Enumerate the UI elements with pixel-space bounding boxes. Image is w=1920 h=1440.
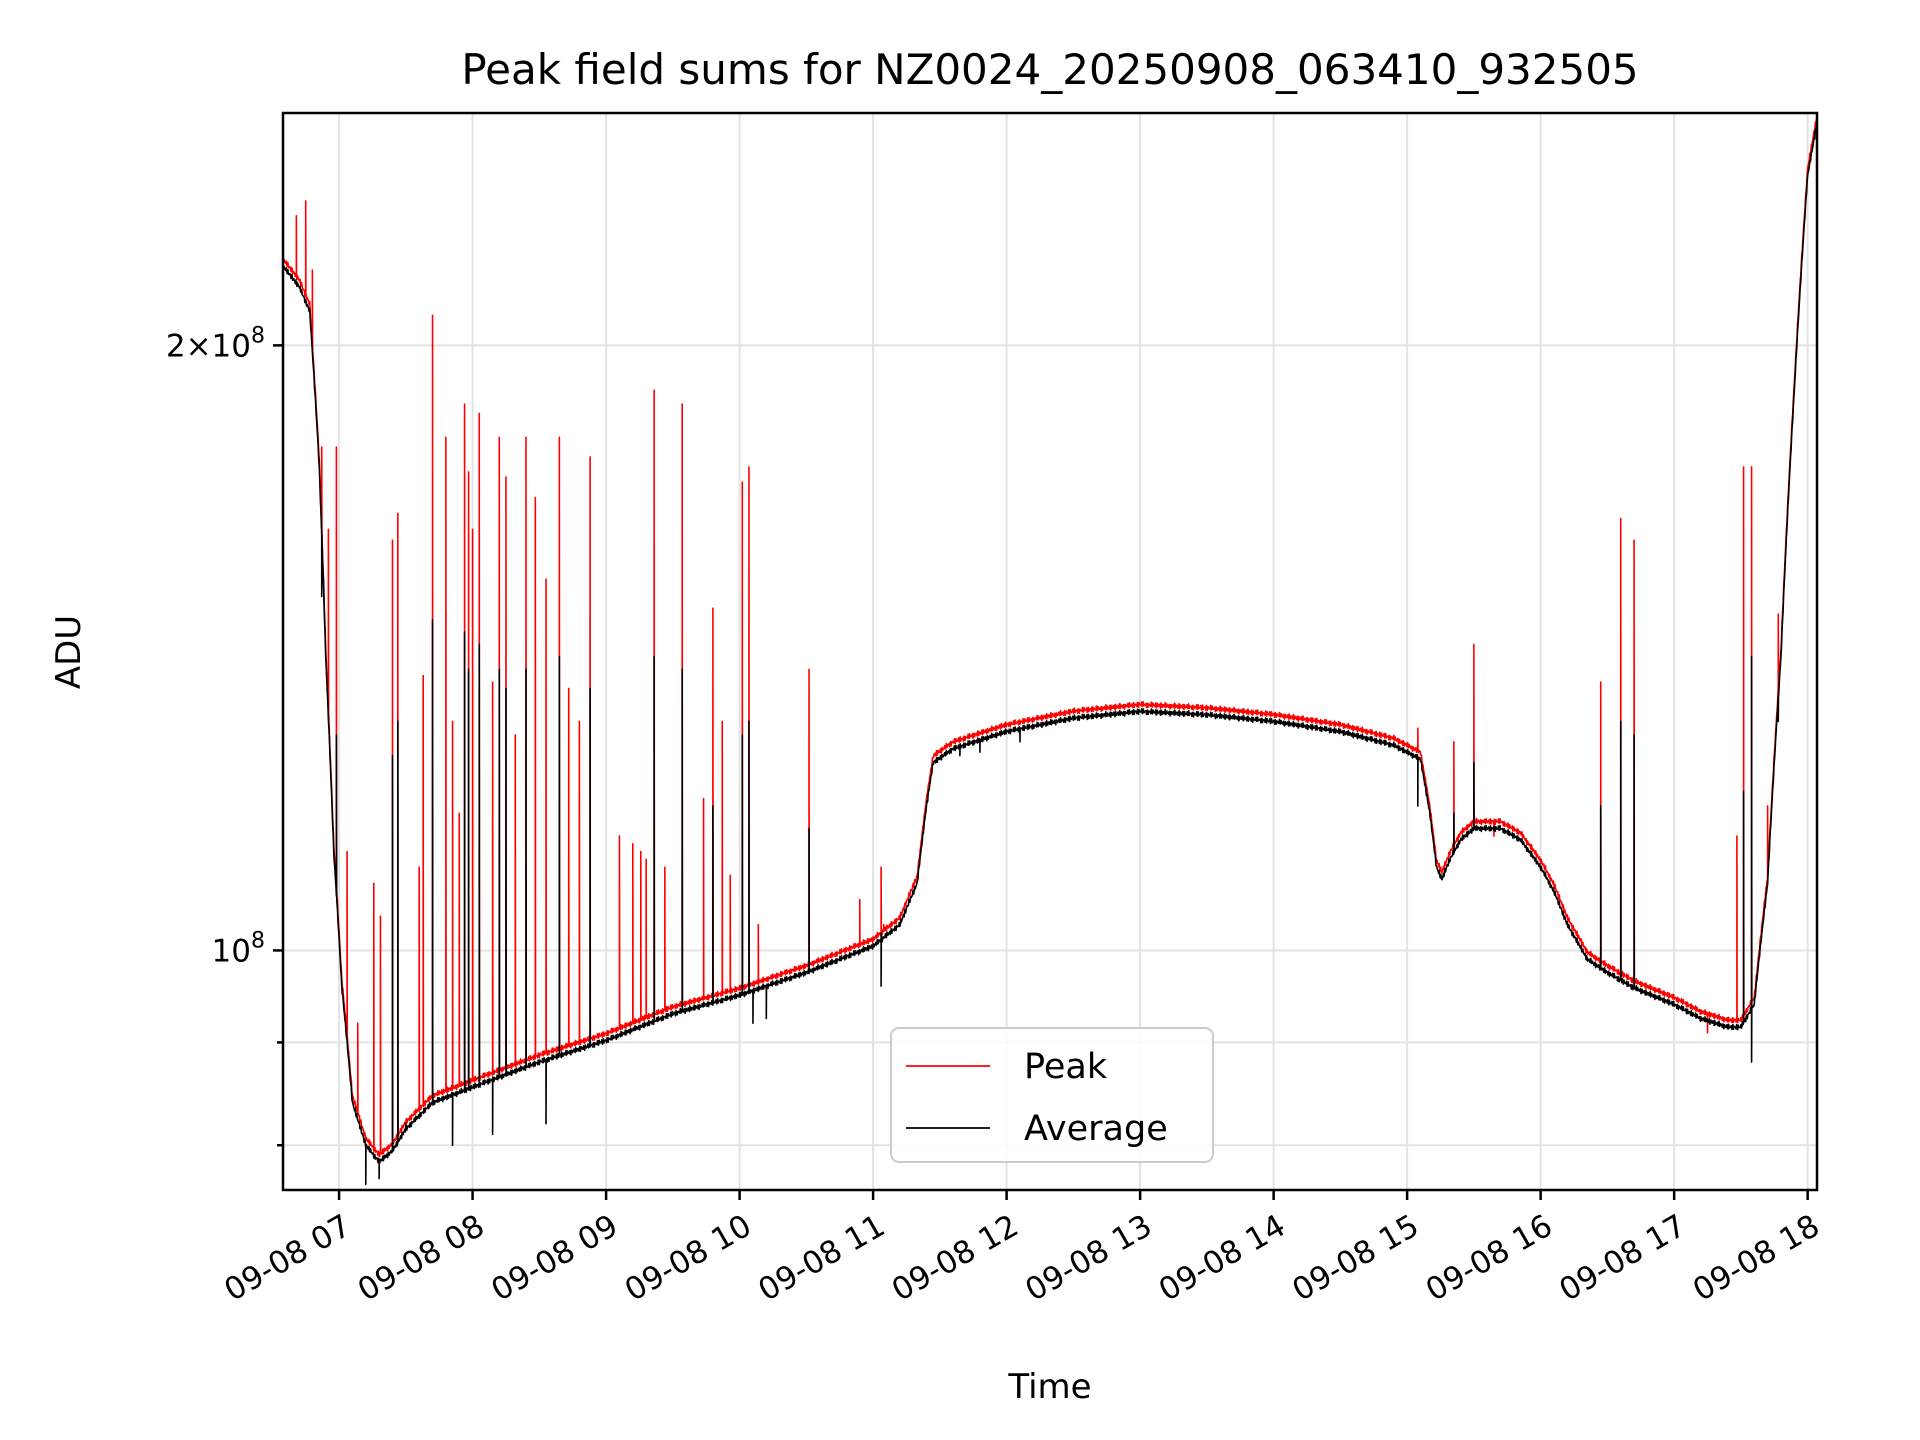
y-tick-exponent: 8: [251, 928, 265, 953]
y-tick-base: 10: [212, 328, 251, 364]
y-axis-label: ADU: [49, 615, 89, 689]
y-tick-mantissa: 2: [166, 328, 186, 364]
y-tick-label: 108: [212, 928, 265, 969]
x-axis-label: Time: [1007, 1367, 1091, 1407]
chart-title: Peak field sums for NZ0024_20250908_0634…: [461, 45, 1638, 94]
y-tick-exponent: 8: [251, 323, 265, 348]
legend-label-average: Average: [1024, 1109, 1168, 1149]
plot-frame: [281, 111, 1819, 1192]
plot-area: [283, 117, 1817, 1186]
grid-lines: [283, 113, 1817, 1190]
y-tick-base: 10: [212, 933, 251, 969]
series-average-line: [283, 124, 1817, 1186]
series-peak-line: [283, 117, 1817, 1158]
y-tick-label: 2×108: [166, 323, 265, 364]
legend: Peak Average: [890, 1027, 1214, 1163]
legend-label-peak: Peak: [1024, 1047, 1108, 1087]
y-tick-times: ×: [186, 328, 212, 364]
